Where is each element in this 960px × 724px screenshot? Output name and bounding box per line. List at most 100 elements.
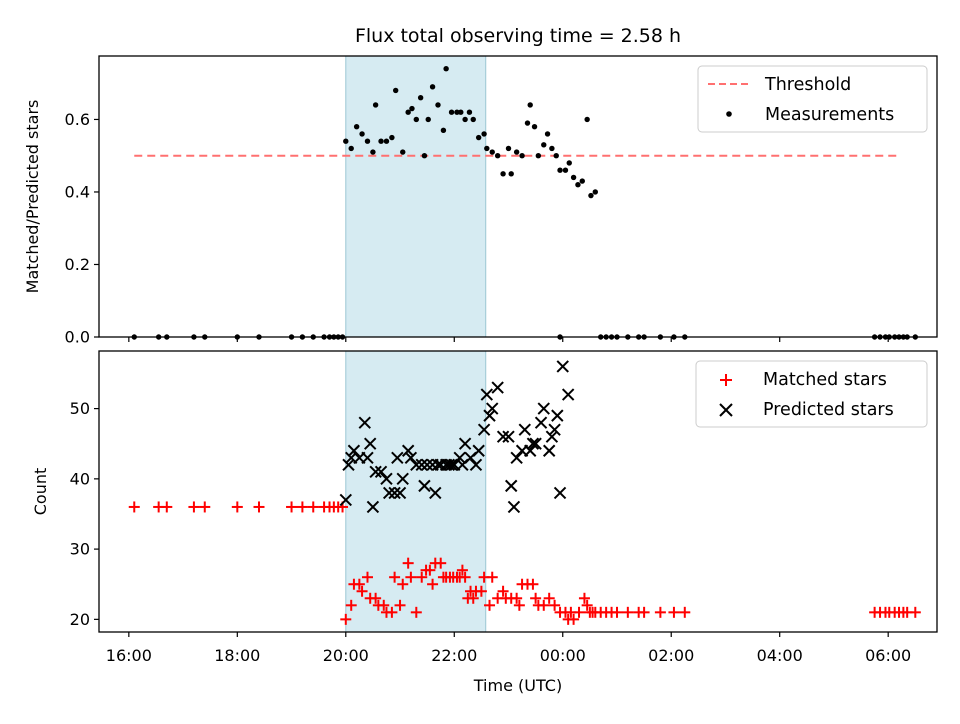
- marker-stroke: [469, 458, 483, 472]
- matched-star-marker: [427, 578, 439, 590]
- marker-stroke: [496, 430, 510, 443]
- x-tick-label: 18:00: [214, 646, 260, 665]
- marker-stroke: [388, 486, 401, 500]
- measurement-point: [541, 142, 547, 148]
- y-tick-label: 0.4: [65, 182, 90, 201]
- measurement-point: [566, 160, 572, 166]
- matched-star-marker: [161, 501, 173, 513]
- matched-star-marker: [410, 606, 422, 618]
- matched-star-marker: [467, 592, 479, 604]
- measurement-point: [570, 174, 577, 181]
- predicted-star-marker: [339, 493, 352, 507]
- matched-star-marker: [679, 606, 691, 618]
- measurement-point: [440, 127, 447, 134]
- matched-star-marker: [253, 501, 265, 513]
- predicted-star-marker: [366, 500, 380, 514]
- marker-stroke: [486, 402, 499, 415]
- measurement-point: [409, 105, 415, 112]
- y-tick-label: 0.0: [65, 328, 90, 347]
- marker-stroke: [507, 500, 521, 514]
- predicted-star-marker: [486, 402, 499, 415]
- marker-stroke: [380, 472, 393, 486]
- observing-span-highlight: [345, 350, 487, 633]
- predicted-star-marker: [415, 458, 428, 472]
- measurement-point: [429, 84, 436, 90]
- matched-star-marker: [513, 599, 525, 611]
- marker-stroke: [458, 437, 472, 450]
- predicted-star-marker: [369, 465, 382, 479]
- marker-stroke: [410, 458, 423, 472]
- measurement-point: [400, 149, 406, 155]
- measurement-point: [508, 171, 514, 177]
- ratio-y-axis-label: Matched/Predicted stars: [23, 100, 42, 294]
- predicted-star-marker: [496, 430, 510, 443]
- predicted-star-marker: [505, 479, 518, 493]
- predicted-star-marker: [534, 416, 548, 429]
- predicted-star-marker: [388, 486, 401, 500]
- measurement-point: [588, 192, 594, 199]
- matched-legend-label: Matched stars: [763, 370, 887, 390]
- measurement-point: [592, 189, 598, 195]
- matched-star-marker: [397, 578, 409, 590]
- matched-star-marker: [543, 592, 555, 604]
- measurement-point: [531, 124, 538, 130]
- measurement-point: [359, 131, 365, 137]
- measurement-point: [553, 153, 559, 159]
- measurement-point: [417, 94, 424, 101]
- marker-stroke: [420, 458, 434, 472]
- matched-star-marker: [345, 599, 357, 611]
- measurement-point: [392, 87, 399, 94]
- counts-axes-frame: [98, 350, 938, 633]
- ratio-legend-box: [697, 65, 928, 133]
- measurement-point: [435, 102, 441, 108]
- measurement-point: [513, 149, 520, 155]
- measurement-point: [389, 134, 395, 141]
- predicted-star-marker: [342, 458, 355, 472]
- predicted-star-marker: [537, 402, 550, 415]
- chart-title: Flux total observing time = 2.58 h: [355, 25, 681, 47]
- predicted-star-marker: [545, 430, 559, 443]
- marker-stroke: [502, 430, 515, 443]
- predicted-star-marker: [483, 409, 496, 422]
- predicted-star-marker: [418, 479, 431, 493]
- measurement-point: [443, 65, 449, 72]
- predicted-star-marker: [429, 486, 442, 500]
- predicted-star-marker: [553, 486, 567, 500]
- marker-stroke: [396, 472, 409, 486]
- predicted-star-marker: [518, 423, 531, 436]
- y-tick-label: 20: [70, 610, 90, 629]
- marker-stroke: [553, 486, 567, 500]
- matched-star-marker: [654, 606, 666, 618]
- marker-stroke: [551, 409, 564, 422]
- matched-star-marker: [484, 599, 496, 611]
- matched-star-marker: [389, 571, 401, 583]
- marker-stroke: [342, 458, 355, 472]
- observing-span-highlight: [345, 55, 487, 338]
- matched-star-marker: [378, 599, 390, 611]
- predicted-star-marker: [477, 423, 491, 436]
- matched-star-marker: [386, 606, 398, 618]
- predicted-star-marker: [556, 360, 569, 373]
- shared-x-axis: 16:00 18:00 20:00 22:00 00:00 02:00 04:00 06:00: [106, 632, 911, 665]
- measurements-legend-label: Measurements: [765, 105, 894, 125]
- matched-star-marker: [638, 606, 650, 618]
- measurement-point: [549, 145, 555, 152]
- marker-stroke: [483, 409, 496, 422]
- matched-star-marker: [435, 557, 447, 569]
- matched-star-marker: [199, 501, 211, 513]
- predicted-star-marker: [491, 381, 504, 394]
- measurements-legend-swatch: [726, 111, 732, 117]
- marker-stroke: [545, 430, 559, 443]
- measurement-point: [383, 138, 390, 144]
- matched-star-marker: [286, 501, 298, 513]
- marker-stroke: [391, 451, 404, 464]
- measurement-point: [519, 153, 525, 159]
- predicted-star-marker: [347, 444, 361, 457]
- count-y-axis-label: Count: [31, 468, 50, 516]
- measurement-point: [353, 124, 360, 130]
- marker-stroke: [363, 437, 377, 450]
- marker-stroke: [404, 451, 418, 464]
- measurement-point: [421, 153, 428, 159]
- predicted-star-marker: [529, 437, 542, 450]
